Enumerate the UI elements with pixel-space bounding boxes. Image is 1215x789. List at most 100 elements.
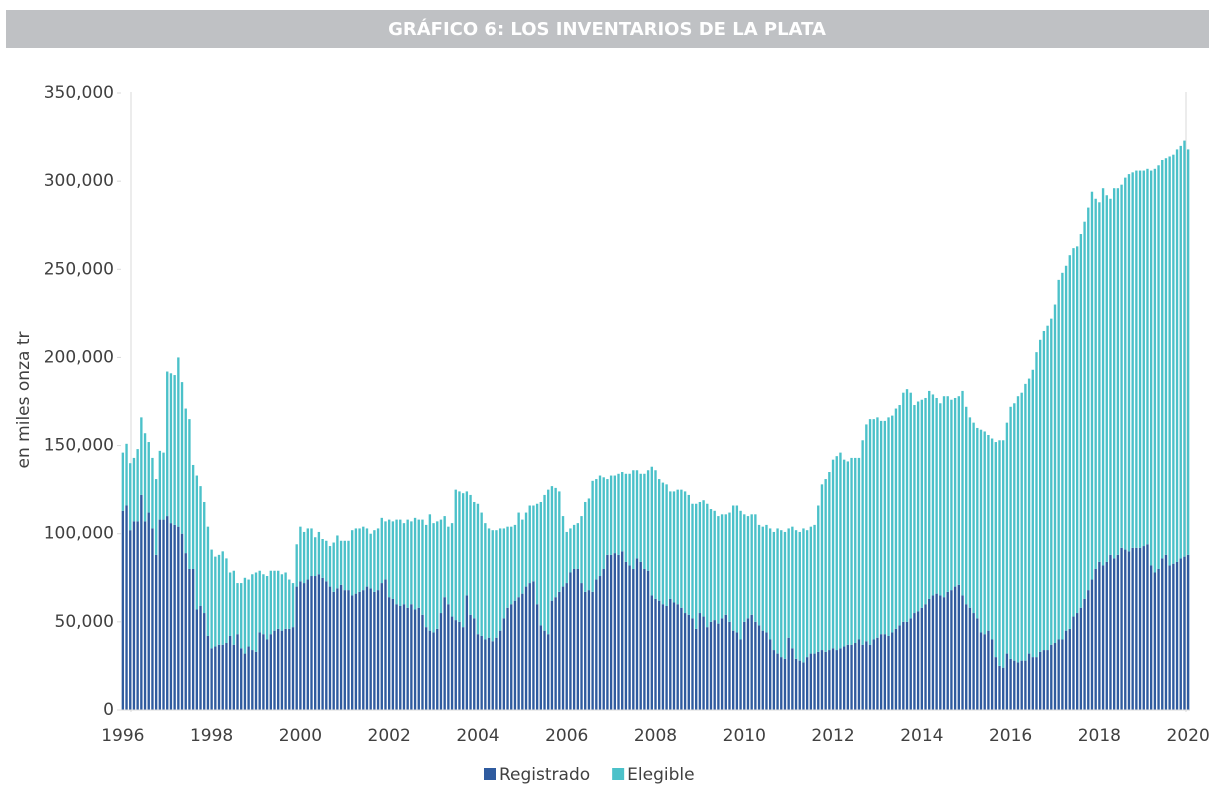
bar-segment xyxy=(332,542,335,592)
bar-segment xyxy=(299,526,302,582)
bar-segment xyxy=(228,572,232,636)
bar-segment xyxy=(291,583,295,628)
bar-segment xyxy=(891,632,894,710)
bar-segment xyxy=(743,514,746,622)
bar-segment xyxy=(195,609,199,710)
bar-segment xyxy=(454,489,457,621)
bar-segment xyxy=(450,616,454,710)
bar-segment xyxy=(1053,643,1057,710)
bar-segment xyxy=(928,598,931,710)
bar-segment xyxy=(1039,651,1042,710)
bar-segment xyxy=(447,604,450,710)
bar-segment xyxy=(946,396,949,592)
legend-swatch xyxy=(612,768,625,780)
bar-segment xyxy=(465,491,469,596)
bar-segment xyxy=(639,473,642,562)
bar-segment xyxy=(857,639,861,710)
bar-segment xyxy=(643,473,646,569)
bar-segment xyxy=(343,540,346,591)
bar-segment xyxy=(1142,546,1145,710)
bar-segment xyxy=(428,630,432,710)
bar-segment xyxy=(369,588,372,710)
bar-segment xyxy=(879,634,883,710)
bar-segment xyxy=(953,397,957,587)
bar-segment xyxy=(325,540,328,582)
bar-segment xyxy=(443,597,446,710)
bar-segment xyxy=(354,528,358,594)
bar-segment xyxy=(802,528,805,663)
bar-segment xyxy=(1035,657,1038,710)
bar-segment xyxy=(861,644,864,710)
bar-segment xyxy=(166,371,169,517)
bar-segment xyxy=(968,607,972,710)
bar-segment xyxy=(994,442,997,658)
bar-segment xyxy=(317,574,321,710)
bar-segment xyxy=(1124,177,1127,550)
bar-segment xyxy=(232,644,236,710)
bar-segment xyxy=(254,651,258,710)
legend-swatch xyxy=(484,768,496,780)
bar-segment xyxy=(846,644,850,710)
bar-segment xyxy=(1087,207,1090,591)
bar-segment xyxy=(1153,168,1157,573)
bar-segment xyxy=(203,501,206,614)
legend-label: Registrado xyxy=(499,765,590,785)
bar-segment xyxy=(987,434,990,631)
bar-segment xyxy=(913,613,916,710)
bar-segment xyxy=(950,399,953,591)
bar-segment xyxy=(1087,590,1090,710)
bar-segment xyxy=(1157,165,1160,569)
bar-segment xyxy=(1168,156,1171,566)
bar-segment xyxy=(387,519,391,598)
bar-segment xyxy=(687,614,690,710)
bar-segment xyxy=(939,403,942,596)
bar-segment xyxy=(1094,568,1097,710)
bar-segment xyxy=(1112,188,1116,559)
bar-segment xyxy=(147,512,150,710)
bar-segment xyxy=(953,586,957,710)
bar-segment xyxy=(776,528,779,654)
bar-segment xyxy=(1042,650,1046,710)
bar-segment xyxy=(1072,248,1075,617)
bar-segment xyxy=(1013,660,1016,710)
bar-segment xyxy=(683,491,687,614)
bar-segment xyxy=(421,614,424,710)
bar-segment xyxy=(247,646,250,710)
bar-segment xyxy=(909,392,912,619)
bar-segment xyxy=(787,637,790,710)
bar-segment xyxy=(1075,613,1079,710)
bar-segment xyxy=(469,494,472,615)
bar-segment xyxy=(1149,170,1153,566)
bar-segment xyxy=(243,577,247,654)
bar-segment xyxy=(432,523,435,633)
bar-segment xyxy=(1101,188,1105,566)
bar-segment xyxy=(295,586,298,710)
bar-segment xyxy=(1090,579,1094,710)
bar-segment xyxy=(765,524,768,633)
bar-segment xyxy=(1068,255,1071,629)
bar-segment xyxy=(410,521,413,605)
bar-segment xyxy=(1183,556,1186,710)
bar-segment xyxy=(225,643,228,710)
bar-segment xyxy=(905,389,909,622)
bar-segment xyxy=(306,579,309,710)
bar-segment xyxy=(1083,221,1086,599)
bar-segment xyxy=(1031,657,1034,710)
bar-segment xyxy=(162,452,165,520)
bar-segment xyxy=(617,473,620,555)
bar-segment xyxy=(831,459,835,649)
bar-segment xyxy=(828,472,831,651)
bar-segment xyxy=(354,593,358,710)
bar-segment xyxy=(417,519,420,608)
bar-segment xyxy=(635,470,639,559)
bar-segment xyxy=(535,503,539,605)
bar-segment xyxy=(787,528,790,638)
bar-segment xyxy=(254,572,258,652)
bar-segment xyxy=(639,561,642,710)
bar-segment xyxy=(591,480,594,592)
bar-segment xyxy=(676,604,679,710)
bar-segment xyxy=(1013,403,1016,661)
bar-segment xyxy=(794,530,798,659)
bar-segment xyxy=(724,514,727,615)
bar-segment xyxy=(151,457,154,529)
